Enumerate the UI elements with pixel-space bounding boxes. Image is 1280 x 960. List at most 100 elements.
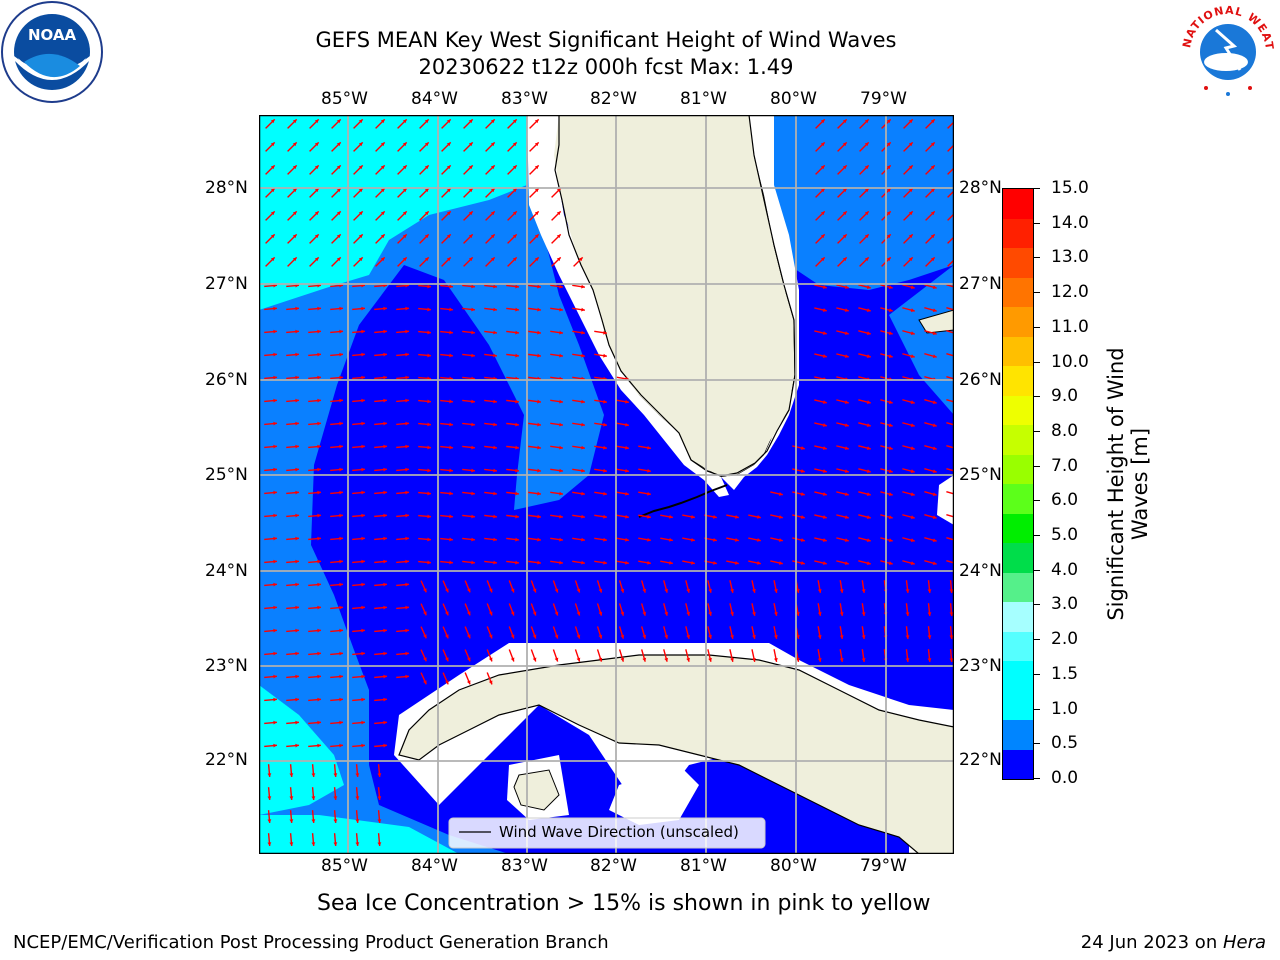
wind-wave-arrowhead <box>839 612 844 616</box>
wind-wave-arrowhead <box>708 588 712 593</box>
wind-wave-arrowhead <box>339 467 343 472</box>
wind-wave-arrowhead <box>510 634 515 639</box>
wind-wave-arrowhead <box>493 422 497 427</box>
wind-wave-arrowhead <box>383 329 387 334</box>
colorbar-segment <box>1003 573 1033 602</box>
lon-label-bottom: 79°W <box>860 856 907 876</box>
wind-wave-arrowhead <box>512 119 517 124</box>
wind-wave-arrowhead <box>449 353 453 358</box>
wind-wave-arrowhead <box>625 514 629 519</box>
wind-wave-arrowhead <box>642 657 647 662</box>
wind-wave-arrowhead <box>822 492 827 496</box>
wave-band-mid <box>259 115 604 854</box>
wind-wave-arrowhead <box>534 257 539 262</box>
wind-wave-arrowhead <box>471 468 475 473</box>
wind-wave-arrowhead <box>270 211 275 216</box>
wind-wave-arrowhead <box>339 513 343 518</box>
wind-wave-arrowhead <box>686 657 690 662</box>
wind-wave-arrowhead <box>405 398 409 403</box>
wind-wave-arrowhead <box>556 188 561 193</box>
wind-wave-arrowhead <box>532 657 537 662</box>
wind-wave-arrowhead <box>333 819 338 823</box>
noaa-logo-text: NOAA <box>28 26 77 44</box>
wind-wave-arrowhead <box>317 582 321 587</box>
wind-wave-arrowhead <box>361 306 365 311</box>
wind-wave-arrowhead <box>559 445 563 450</box>
wind-wave-arrowhead <box>822 446 827 450</box>
wind-wave-arrowhead <box>405 306 409 311</box>
wind-wave-arrowhead <box>559 284 563 289</box>
wind-wave-arrowhead <box>820 234 825 239</box>
wind-wave-arrowhead <box>949 658 954 662</box>
wind-wave-arrowhead <box>493 330 497 335</box>
wind-wave-arrowhead <box>949 612 954 616</box>
wind-wave-arrowhead <box>713 560 717 565</box>
wind-wave-arrowhead <box>445 657 449 662</box>
wind-wave-arrowhead <box>559 468 563 473</box>
colorbar-tick-mark <box>1034 570 1040 571</box>
wind-wave-arrowhead <box>713 514 717 519</box>
colorbar-tick-mark <box>1034 778 1040 779</box>
wind-wave-arrowhead <box>383 490 387 495</box>
wind-wave-arrowhead <box>800 492 805 496</box>
wind-wave-arrowhead <box>317 490 321 495</box>
wind-wave-arrowhead <box>423 657 427 662</box>
wind-wave-arrowhead <box>402 142 407 147</box>
wave-band-cyan <box>259 115 527 310</box>
wind-wave-arrowhead <box>311 796 316 800</box>
lon-label-bottom: 84°W <box>411 856 458 876</box>
wind-wave-arrowhead <box>756 538 761 542</box>
wind-wave-arrowhead <box>620 611 625 616</box>
wind-wave-arrowhead <box>554 588 559 593</box>
wind-wave-arrowhead <box>383 513 387 518</box>
wind-wave-arrowhead <box>778 515 783 519</box>
wind-wave-arrowhead <box>800 446 805 450</box>
wind-wave-arrowhead <box>576 611 581 616</box>
wind-wave-arrowhead <box>908 188 913 193</box>
wind-wave-arrowhead <box>908 234 913 239</box>
wind-wave-arrowhead <box>427 537 431 542</box>
wind-wave-arrow <box>946 422 954 426</box>
wind-wave-arrowhead <box>866 423 871 427</box>
wind-wave-arrowhead <box>752 634 756 639</box>
wind-wave-arrowhead <box>559 491 563 496</box>
wind-wave-arrowhead <box>581 445 585 450</box>
wind-wave-arrowhead <box>886 211 891 216</box>
wind-wave-arrowhead <box>930 188 935 193</box>
wind-wave-arrowhead <box>471 560 475 565</box>
wind-wave-arrowhead <box>336 165 341 170</box>
wind-wave-arrowhead <box>355 773 360 777</box>
wind-wave-arrowhead <box>311 773 316 777</box>
wind-wave-arrowhead <box>317 444 321 449</box>
wind-wave-arrow <box>947 190 954 198</box>
wind-wave-arrowhead <box>292 257 297 262</box>
wind-wave-arrowhead <box>405 490 409 495</box>
wind-wave-arrowhead <box>405 375 409 380</box>
wind-wave-arrowhead <box>820 165 825 170</box>
wind-wave-arrowhead <box>556 234 561 239</box>
wind-wave-arrow <box>946 491 954 495</box>
wind-wave-arrowhead <box>383 444 387 449</box>
wind-wave-arrowhead <box>361 490 365 495</box>
wind-wave-arrowhead <box>383 398 387 403</box>
wind-wave-arrowhead <box>888 354 893 358</box>
wind-wave-arrowhead <box>471 307 475 312</box>
wind-wave-arrowhead <box>295 536 299 541</box>
wind-wave-arrowhead <box>534 142 539 147</box>
wind-wave-arrowhead <box>446 119 451 124</box>
wind-wave-arrowhead <box>669 560 673 565</box>
florida-coastal-mask-east <box>721 115 799 490</box>
wind-wave-arrowhead <box>295 628 299 633</box>
colorbar-tick-label: 7.0 <box>1051 456 1079 476</box>
wind-wave-arrowhead <box>488 611 493 616</box>
wind-wave-arrowhead <box>358 211 363 216</box>
wind-wave-arrowhead <box>333 773 338 777</box>
wind-wave-arrowhead <box>603 468 607 473</box>
wind-wave-arrowhead <box>355 796 360 800</box>
wind-wave-arrowhead <box>888 446 893 450</box>
wind-wave-arrowhead <box>311 842 316 846</box>
colorbar-label-line1: Significant Height of Wind <box>1104 347 1128 621</box>
isla-juventud <box>513 769 560 811</box>
wind-wave-arrowhead <box>886 188 891 193</box>
wind-wave-arrowhead <box>537 514 541 519</box>
